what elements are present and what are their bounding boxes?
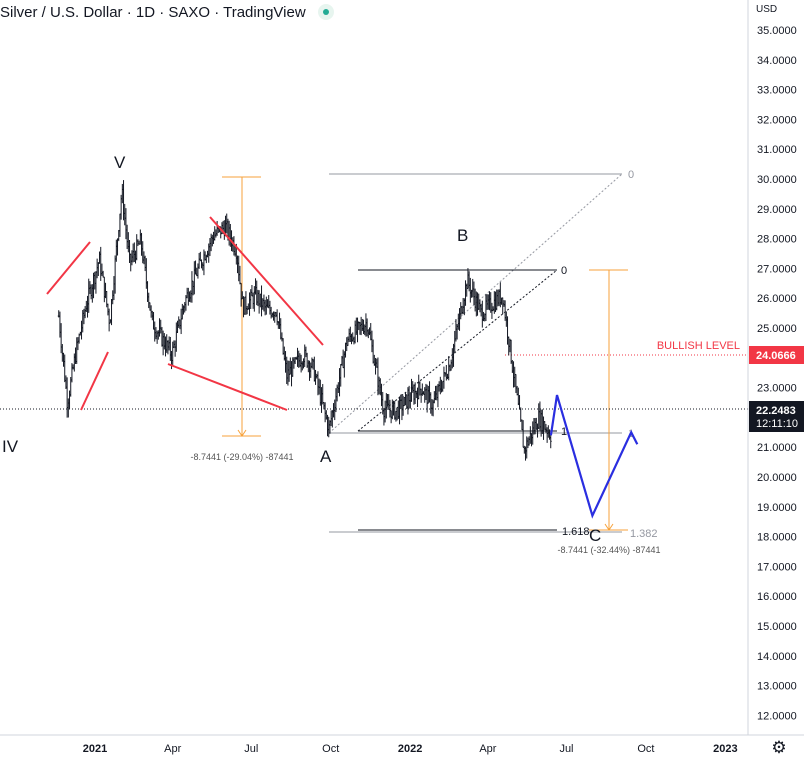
measure-1-label: -8.7441 (-29.04%) -87441 <box>190 452 293 462</box>
wave-labels: IV V A B C <box>2 153 601 545</box>
ohlc-bar <box>102 270 105 278</box>
price-tick-label: 27.0000 <box>757 263 797 275</box>
time-tick-label: 2022 <box>398 743 422 755</box>
time-tick-label: 2023 <box>713 743 737 755</box>
measure-2-label: -8.7441 (-32.44%) -87441 <box>557 545 660 555</box>
fib-extension-lower: 0 1 1.618 <box>357 265 590 538</box>
symbol-title[interactable]: Silver / U.S. Dollar · 1D · SAXO · Tradi… <box>0 3 306 21</box>
ohlc-bar <box>110 299 113 326</box>
bullish-level-line: BULLISH LEVEL <box>505 340 748 356</box>
price-tick-label: 18.0000 <box>757 532 797 544</box>
price-tick-label: 20.0000 <box>757 472 797 484</box>
countdown-timer: 12:11:10 <box>756 418 798 430</box>
last-price-value: 22.2483 <box>756 405 796 417</box>
price-tick-label: 21.0000 <box>757 442 797 454</box>
ohlc-bar <box>70 363 73 383</box>
price-range-measure-1: -8.7441 (-29.04%) -87441 <box>190 176 294 462</box>
price-tick-label: 15.0000 <box>757 621 797 633</box>
wave-label-v: V <box>114 153 126 172</box>
time-tick-label: Oct <box>322 743 339 755</box>
wave-label-b: B <box>457 226 468 245</box>
time-tick-label: 2021 <box>83 743 107 755</box>
price-tick-label: 12.0000 <box>757 710 797 722</box>
price-axis[interactable]: 35.0000 34.0000 33.0000 32.0000 31.0000 30.00… <box>757 25 797 722</box>
wave-label-a: A <box>320 447 332 466</box>
fib-upper-label-1382: 1.382 <box>630 528 658 540</box>
wedge-lines <box>46 216 324 411</box>
price-tick-label: 35.0000 <box>757 25 797 37</box>
price-series <box>57 180 552 461</box>
bullish-level-tag: 24.0666 <box>749 346 804 364</box>
price-tick-label: 17.0000 <box>757 561 797 573</box>
price-tick-label: 34.0000 <box>757 55 797 67</box>
market-status-icon <box>317 4 334 20</box>
last-price-tag: 22.2483 12:11:10 <box>749 401 804 432</box>
price-tick-label: 29.0000 <box>757 204 797 216</box>
price-tick-label: 33.0000 <box>757 85 797 97</box>
settings-gear-icon[interactable]: ⚙ <box>771 738 787 758</box>
time-tick-label: Oct <box>637 743 654 755</box>
ohlc-bar <box>175 322 178 352</box>
bullish-level-value: 24.0666 <box>756 350 796 362</box>
fib-extension-upper: 0 1 1.382 <box>328 169 658 540</box>
price-tick-label: 23.0000 <box>757 383 797 395</box>
chart-header: Silver / U.S. Dollar · 1D · SAXO · Tradi… <box>0 0 334 24</box>
price-tick-label: 31.0000 <box>757 144 797 156</box>
price-range-measure-2: -8.7441 (-32.44%) -87441 <box>557 269 661 555</box>
time-tick-label: Jul <box>244 743 258 755</box>
ohlc-bar <box>98 251 101 264</box>
time-tick-label: Jul <box>559 743 573 755</box>
fib-lower-label-1: 1 <box>561 426 567 438</box>
price-tick-label: 26.0000 <box>757 293 797 305</box>
fib-upper-label-0: 0 <box>628 169 634 181</box>
currency-label: USD <box>756 4 777 15</box>
price-tick-label: 13.0000 <box>757 681 797 693</box>
price-tick-label: 19.0000 <box>757 502 797 514</box>
price-tick-label: 16.0000 <box>757 591 797 603</box>
ohlc-bar <box>80 320 83 340</box>
wave-label-iv: IV <box>2 437 19 456</box>
price-tick-label: 25.0000 <box>757 323 797 335</box>
fib-lower-label-1618: 1.618 <box>562 526 590 538</box>
price-tick-label: 32.0000 <box>757 114 797 126</box>
bullish-level-label: BULLISH LEVEL <box>657 340 740 352</box>
projection-path <box>549 394 639 519</box>
time-tick-label: Apr <box>164 743 181 755</box>
price-tick-label: 28.0000 <box>757 234 797 246</box>
time-axis[interactable]: 2021 Apr Jul Oct 2022 Apr Jul Oct 2023 <box>83 743 738 755</box>
price-tick-label: 14.0000 <box>757 651 797 663</box>
time-tick-label: Apr <box>479 743 496 755</box>
fib-lower-label-0: 0 <box>561 265 567 277</box>
wave-label-c: C <box>589 526 601 545</box>
price-tick-label: 30.0000 <box>757 174 797 186</box>
